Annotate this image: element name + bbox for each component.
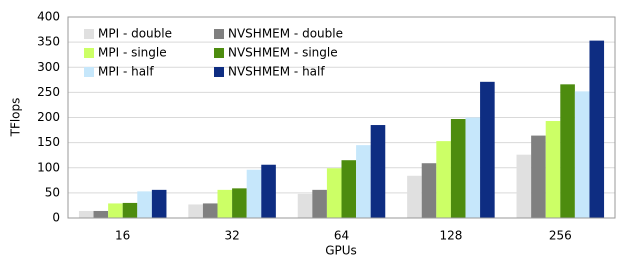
y-tick-label: 300 (37, 60, 60, 74)
legend-swatch (214, 67, 224, 77)
y-axis-label: TFlops (9, 98, 23, 138)
plot-frame (67, 16, 616, 219)
bar (202, 203, 218, 218)
bar (516, 154, 532, 218)
legend-label: NVSHMEM - half (228, 65, 325, 79)
bar (421, 163, 437, 218)
bar (246, 169, 262, 218)
y-tick-label: 200 (37, 110, 60, 124)
bar (407, 175, 422, 218)
x-tick-label: 256 (549, 229, 572, 243)
bar (545, 121, 561, 218)
bar (93, 210, 109, 218)
y-tick-label: 250 (37, 85, 60, 99)
x-tick-label: 16 (115, 229, 130, 243)
bar (217, 189, 233, 218)
legend-swatch (84, 48, 94, 58)
bar (465, 117, 481, 218)
legend-label: NVSHMEM - single (228, 46, 338, 60)
bar (356, 145, 371, 218)
y-tick-label: 50 (45, 185, 60, 199)
legend-label: MPI - single (98, 46, 167, 60)
bar (78, 210, 94, 218)
x-tick-label: 32 (224, 229, 239, 243)
bar (297, 193, 313, 218)
bar (589, 40, 605, 219)
bar (232, 188, 247, 218)
legend-label: NVSHMEM - double (228, 27, 343, 41)
x-tick-label: 64 (334, 229, 349, 243)
bar (560, 84, 575, 219)
legend-swatch (84, 29, 94, 39)
x-tick-label: 128 (439, 229, 462, 243)
legend-swatch (84, 67, 94, 77)
legend-swatch (214, 29, 224, 39)
bar (450, 119, 466, 218)
bar (312, 189, 327, 218)
bar (188, 204, 203, 218)
bar (436, 141, 451, 218)
x-axis-label: GPUs (325, 244, 357, 258)
legend-label: MPI - double (98, 27, 172, 41)
y-tick-label: 150 (37, 135, 60, 149)
y-tick-label: 400 (37, 10, 60, 24)
bar (122, 202, 138, 218)
bar (108, 203, 123, 218)
y-tick-label: 100 (37, 160, 60, 174)
bar (574, 91, 590, 218)
bar (137, 191, 152, 218)
legend-swatch (214, 48, 224, 58)
bar (370, 125, 386, 218)
bar (261, 164, 276, 218)
bar (326, 168, 342, 218)
legend-label: MPI - half (98, 65, 154, 79)
y-tick-label: 350 (37, 35, 60, 49)
bar (531, 135, 546, 218)
y-tick-label: 0 (52, 211, 60, 225)
bar (151, 189, 167, 218)
bar (480, 81, 495, 218)
bar (341, 160, 357, 218)
